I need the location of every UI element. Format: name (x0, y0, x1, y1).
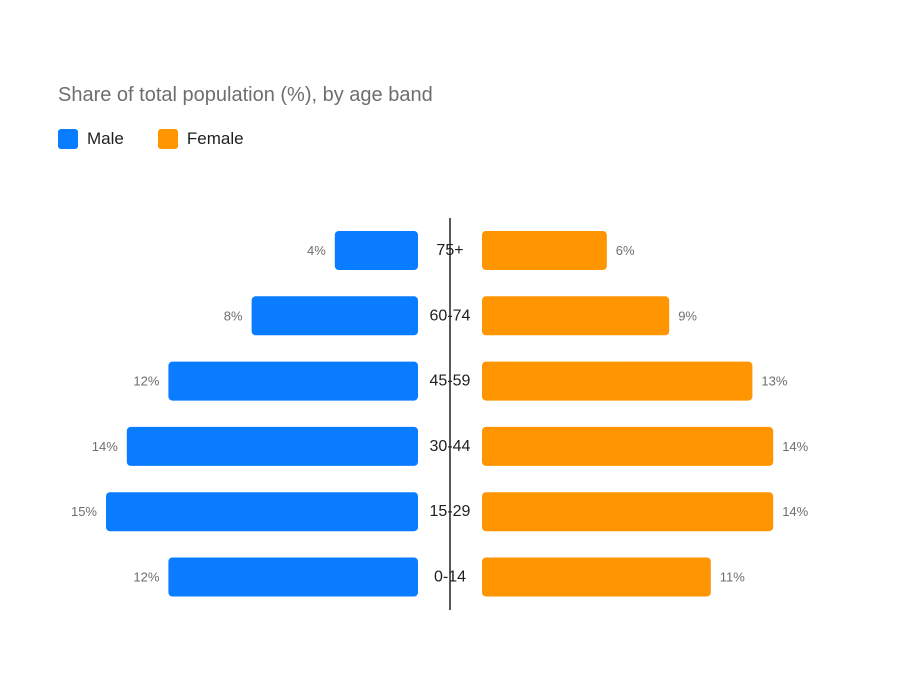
bar-female-30-44 (482, 426, 774, 466)
chart-title: Share of total population (%), by age ba… (58, 84, 433, 106)
bar-female-60-74 (482, 296, 670, 336)
data-label-female-15-29: 14% (782, 504, 808, 519)
data-label-male-30-44: 14% (92, 439, 118, 454)
data-label-female-60-74: 9% (678, 308, 697, 323)
bar-male-60-74 (251, 296, 418, 336)
data-label-male-15-29: 15% (71, 504, 97, 519)
legend-item-female: Female (157, 129, 244, 149)
legend-label-male: Male (87, 129, 124, 148)
data-label-male-75+: 4% (307, 243, 326, 258)
bar-male-30-44 (126, 426, 419, 466)
bar-female-15-29 (482, 492, 774, 532)
legend-item-male: Male (58, 129, 124, 149)
data-label-female-75+: 6% (616, 243, 635, 258)
legend-swatch-female (157, 129, 178, 149)
bar-female-45-59 (482, 361, 753, 401)
bar-female-0-14 (482, 557, 711, 597)
bar-male-15-29 (106, 492, 418, 532)
data-label-male-0-14: 12% (133, 570, 159, 585)
data-label-female-30-44: 14% (782, 439, 808, 454)
legend: Male Female (58, 128, 278, 150)
data-label-female-45-59: 13% (761, 374, 787, 389)
bar-male-45-59 (168, 361, 418, 401)
bar-male-0-14 (168, 557, 418, 597)
legend-swatch-male (58, 129, 78, 149)
bar-male-75+ (334, 231, 418, 270)
data-label-male-60-74: 8% (224, 308, 243, 323)
data-label-female-0-14: 11% (720, 570, 745, 585)
data-label-male-45-59: 12% (133, 374, 159, 389)
bar-female-75+ (482, 231, 607, 270)
legend-label-female: Female (186, 129, 244, 148)
